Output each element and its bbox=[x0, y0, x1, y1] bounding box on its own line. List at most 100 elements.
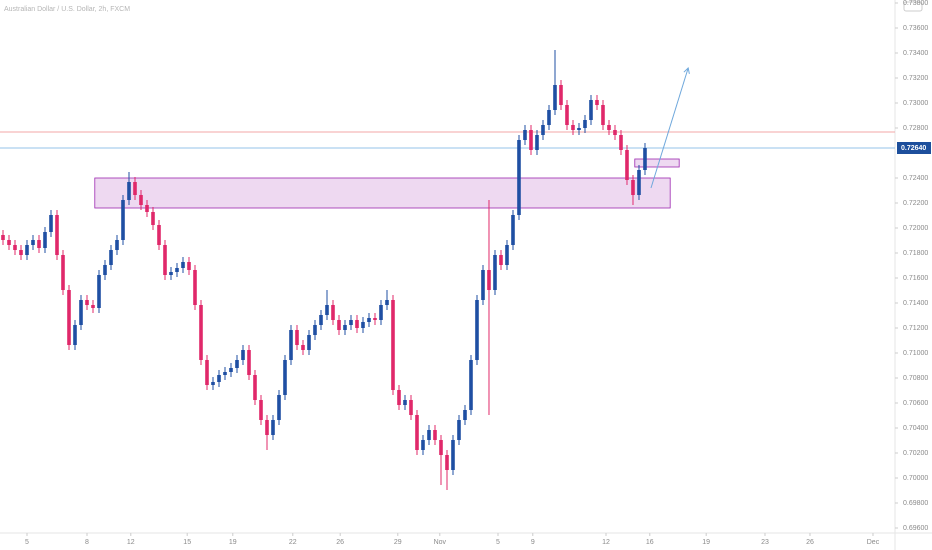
y-tick-label: 0.73600 bbox=[903, 25, 928, 32]
candle-body bbox=[313, 325, 317, 335]
candle-body bbox=[61, 255, 65, 290]
candle-body bbox=[79, 300, 83, 325]
candle-body bbox=[325, 305, 329, 315]
candle-body bbox=[385, 300, 389, 305]
y-tick-label: 0.72000 bbox=[903, 225, 928, 232]
candle-body bbox=[19, 250, 23, 255]
candle-body bbox=[409, 400, 413, 415]
candle-body bbox=[151, 212, 155, 225]
candle-body bbox=[481, 270, 485, 300]
candle-body bbox=[295, 330, 299, 345]
candle-body bbox=[499, 255, 503, 265]
candle-body bbox=[547, 110, 551, 125]
candle-body bbox=[427, 430, 431, 440]
candle-body bbox=[289, 330, 293, 360]
candle-body bbox=[637, 170, 641, 195]
candle-body bbox=[517, 140, 521, 215]
candle-body bbox=[361, 322, 365, 328]
candle-body bbox=[421, 440, 425, 450]
candle-body bbox=[43, 232, 47, 248]
x-tick-label: Dec bbox=[867, 539, 880, 546]
candle-body bbox=[25, 245, 29, 255]
candle-body bbox=[199, 305, 203, 360]
candle-body bbox=[67, 290, 71, 345]
candle-body bbox=[283, 360, 287, 395]
candle-body bbox=[253, 375, 257, 400]
candle-body bbox=[247, 350, 251, 375]
candle-body bbox=[193, 270, 197, 305]
candle-body bbox=[31, 240, 35, 245]
candle-body bbox=[49, 215, 53, 232]
candle-body bbox=[367, 318, 371, 322]
y-tick-label: 0.70200 bbox=[903, 450, 928, 457]
candle-body bbox=[529, 130, 533, 150]
candle-body bbox=[463, 410, 467, 420]
candle-body bbox=[487, 270, 491, 290]
candle-body bbox=[1, 235, 5, 240]
candle-body bbox=[559, 85, 563, 105]
arrow-head bbox=[683, 67, 690, 74]
settings-icon[interactable] bbox=[903, 1, 923, 12]
x-tick-label: 26 bbox=[806, 539, 814, 546]
y-tick-label: 0.72400 bbox=[903, 175, 928, 182]
candle-body bbox=[13, 245, 17, 250]
candle-body bbox=[493, 255, 497, 290]
x-tick-label: 15 bbox=[183, 539, 191, 546]
candle-body bbox=[511, 215, 515, 245]
candle-body bbox=[613, 130, 617, 135]
candle-body bbox=[595, 100, 599, 105]
x-tick-label: 9 bbox=[531, 539, 535, 546]
candle-body bbox=[73, 325, 77, 345]
candle-body bbox=[625, 150, 629, 180]
x-tick-label: Nov bbox=[434, 539, 447, 546]
candle-body bbox=[601, 105, 605, 125]
y-tick-label: 0.73400 bbox=[903, 50, 928, 57]
candle-body bbox=[265, 420, 269, 435]
candle-body bbox=[7, 240, 11, 245]
y-tick-label: 0.71400 bbox=[903, 300, 928, 307]
candle-body bbox=[133, 182, 137, 195]
y-tick-label: 0.70400 bbox=[903, 425, 928, 432]
y-tick-label: 0.71600 bbox=[903, 275, 928, 282]
candle-body bbox=[403, 400, 407, 405]
y-tick-label: 0.73200 bbox=[903, 75, 928, 82]
candle-body bbox=[259, 400, 263, 420]
candle-body bbox=[643, 148, 647, 170]
x-tick-label: 8 bbox=[85, 539, 89, 546]
candle-body bbox=[139, 195, 143, 205]
chart-title: Australian Dollar / U.S. Dollar, 2h, FXC… bbox=[4, 6, 130, 13]
candle-body bbox=[175, 268, 179, 272]
y-tick-label: 0.72800 bbox=[903, 125, 928, 132]
y-tick-label: 0.73800 bbox=[903, 0, 928, 7]
candle-body bbox=[121, 200, 125, 240]
candle-body bbox=[565, 105, 569, 125]
y-tick-label: 0.70000 bbox=[903, 475, 928, 482]
candle-body bbox=[211, 382, 215, 385]
candle-body bbox=[157, 225, 161, 245]
candle-body bbox=[181, 262, 185, 268]
candle-body bbox=[469, 360, 473, 410]
candle-body bbox=[331, 305, 335, 320]
candle-body bbox=[433, 430, 437, 440]
y-tick-label: 0.69600 bbox=[903, 525, 928, 532]
candle-body bbox=[205, 360, 209, 385]
candle-body bbox=[115, 240, 119, 250]
candle-body bbox=[397, 390, 401, 405]
candle-body bbox=[109, 250, 113, 265]
candle-body bbox=[523, 130, 527, 140]
candle-body bbox=[343, 325, 347, 330]
candle-body bbox=[223, 372, 227, 375]
candle-body bbox=[535, 135, 539, 150]
candle-body bbox=[415, 415, 419, 450]
candle-body bbox=[391, 300, 395, 390]
candle-body bbox=[229, 368, 233, 372]
candle-body bbox=[349, 320, 353, 325]
y-tick-label: 0.71800 bbox=[903, 250, 928, 257]
candle-body bbox=[163, 245, 167, 275]
x-tick-label: 12 bbox=[127, 539, 135, 546]
candle-body bbox=[541, 125, 545, 135]
candle-body bbox=[55, 215, 59, 255]
last-price-box bbox=[897, 142, 931, 154]
x-tick-label: 22 bbox=[289, 539, 297, 546]
candle-body bbox=[145, 205, 149, 212]
